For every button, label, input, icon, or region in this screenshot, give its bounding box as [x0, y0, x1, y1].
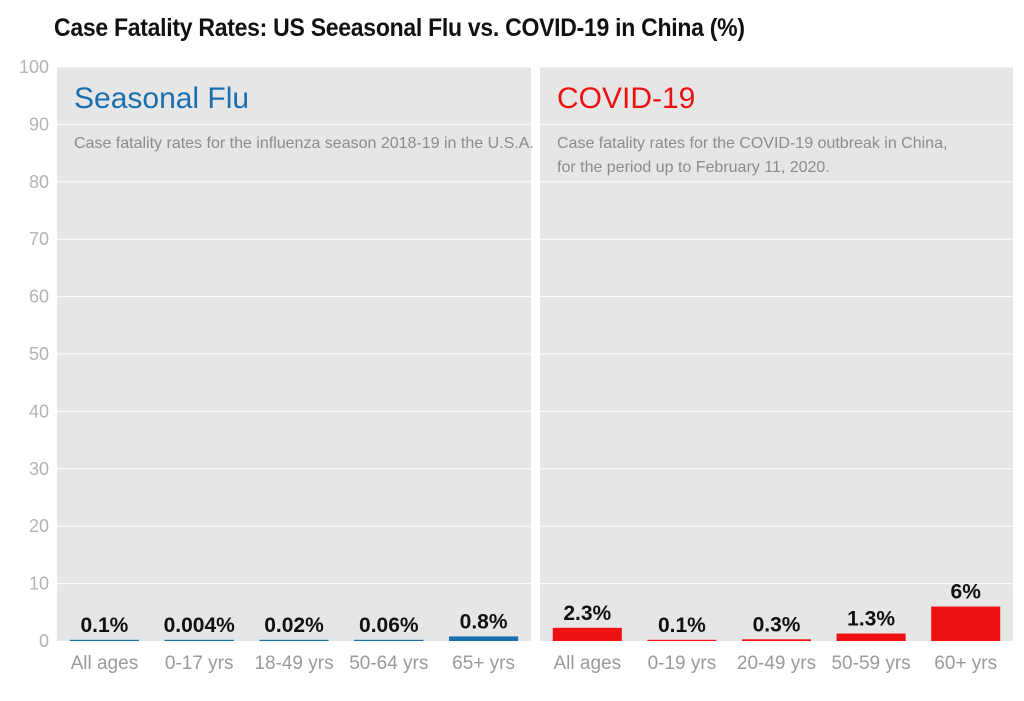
- panel-title: Seasonal Flu: [74, 82, 249, 115]
- bar-value-label: 6%: [951, 581, 982, 604]
- y-tick-label: 90: [29, 114, 49, 134]
- x-tick-label: 50-59 yrs: [831, 653, 910, 674]
- bar-value-label: 0.1%: [658, 614, 706, 637]
- panel-subtitle: for the period up to February 11, 2020.: [557, 159, 830, 176]
- bar-value-label: 0.8%: [460, 610, 508, 633]
- bar-value-label: 2.3%: [563, 602, 611, 625]
- panel-covid-19: COVID-19 Case fatality rates for the COVI…: [540, 66, 1013, 674]
- bar-value-label: 0.06%: [359, 614, 419, 637]
- bar-value-label: 0.02%: [264, 614, 324, 637]
- bar-covid-3: [741, 639, 812, 641]
- y-tick-label: 60: [29, 287, 49, 307]
- bar-flu-4: [354, 639, 424, 641]
- x-tick-label: 50-64 yrs: [349, 653, 428, 674]
- x-tick-label: 60+ yrs: [934, 653, 997, 674]
- y-tick-label: 20: [29, 516, 49, 536]
- bar-covid-5: [931, 606, 1001, 641]
- bar-flu-3: [259, 639, 329, 641]
- bar-covid-2: [647, 639, 717, 641]
- x-tick-label: 0-19 yrs: [648, 653, 717, 674]
- x-tick-label: All ages: [71, 653, 139, 674]
- x-tick-label: 20-49 yrs: [737, 653, 816, 674]
- y-tick-label: 40: [29, 401, 49, 421]
- y-tick-label: 70: [29, 229, 49, 249]
- y-tick-label: 30: [29, 459, 49, 479]
- y-axis: 0 10 20 30 40 50 60 70 80 90 100: [19, 57, 49, 651]
- bar-value-label: 0.3%: [753, 613, 801, 636]
- bar-flu-2: [164, 639, 234, 641]
- x-tick-label: All ages: [553, 653, 621, 674]
- panel-subtitle: Case fatality rates for the influenza se…: [74, 135, 534, 152]
- bar-value-label: 0.1%: [80, 614, 128, 637]
- bar-flu-1: [69, 639, 140, 641]
- bar-flu-5: [448, 636, 519, 641]
- y-tick-label: 10: [29, 574, 49, 594]
- y-tick-label: 50: [29, 344, 49, 364]
- x-tick-label: 0-17 yrs: [165, 653, 234, 674]
- chart-title: Case Fatality Rates: US Seeasonal Flu vs…: [54, 14, 745, 42]
- panel-seasonal-flu: Seasonal Flu Case fatality rates for the …: [57, 66, 534, 674]
- y-tick-label: 80: [29, 172, 49, 192]
- x-tick-label: 18-49 yrs: [254, 653, 333, 674]
- bar-value-label: 1.3%: [847, 608, 895, 631]
- y-tick-label: 0: [39, 631, 49, 651]
- panel-subtitle: Case fatality rates for the COVID-19 out…: [557, 135, 947, 152]
- x-tick-label: 65+ yrs: [452, 653, 515, 674]
- bar-covid-4: [836, 633, 906, 641]
- panel-title: COVID-19: [557, 82, 695, 115]
- y-tick-label: 100: [19, 57, 49, 77]
- bar-value-label: 0.004%: [164, 614, 236, 637]
- bar-covid-1: [552, 627, 622, 641]
